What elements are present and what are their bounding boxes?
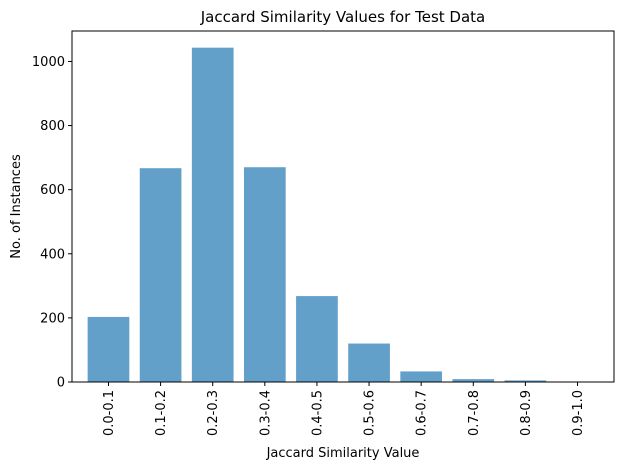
bar-0.2-0.3 xyxy=(191,47,234,383)
y-tick-label: 0 xyxy=(57,376,65,391)
y-axis-ticks: 0 200 400 600 800 1000 xyxy=(32,55,72,391)
bar-0.3-0.4 xyxy=(243,167,286,382)
y-tick-label: 1000 xyxy=(32,55,65,70)
plot-frame xyxy=(71,30,615,383)
x-axis-ticks: 0.0-0.1 0.1-0.2 0.2-0.3 0.3-0.4 0.4-0.5 0.5-0… xyxy=(102,382,586,436)
bar-0.6-0.7 xyxy=(400,371,443,382)
x-tick-label: 0.7-0.8 xyxy=(467,390,482,436)
x-tick-label: 0.0-0.1 xyxy=(102,390,117,436)
bar-0.7-0.8 xyxy=(452,379,495,382)
x-tick-label: 0.4-0.5 xyxy=(310,390,325,436)
bars-group xyxy=(87,47,599,383)
x-tick-label: 0.6-0.7 xyxy=(415,390,430,436)
x-tick-label: 0.9-1.0 xyxy=(571,390,586,436)
bar-0.5-0.6 xyxy=(348,343,390,382)
x-tick-label: 0.3-0.4 xyxy=(258,390,273,436)
x-axis-label: Jaccard Similarity Value xyxy=(266,446,420,461)
y-axis-label: No. of Instances xyxy=(9,154,24,259)
bar-0.0-0.1 xyxy=(87,316,130,382)
x-tick-label: 0.8-0.9 xyxy=(519,390,534,436)
y-tick-label: 400 xyxy=(40,247,65,262)
bar-0.1-0.2 xyxy=(139,168,182,382)
bar-0.8-0.9 xyxy=(504,380,547,382)
bar-0.4-0.5 xyxy=(296,296,338,382)
x-tick-label: 0.2-0.3 xyxy=(206,390,221,436)
y-tick-label: 200 xyxy=(40,311,65,326)
y-tick-label: 800 xyxy=(40,119,65,134)
y-tick-label: 600 xyxy=(40,183,65,198)
x-tick-label: 0.5-0.6 xyxy=(363,390,378,436)
x-tick-label: 0.1-0.2 xyxy=(154,390,169,436)
chart-title: Jaccard Similarity Values for Test Data xyxy=(200,8,485,26)
